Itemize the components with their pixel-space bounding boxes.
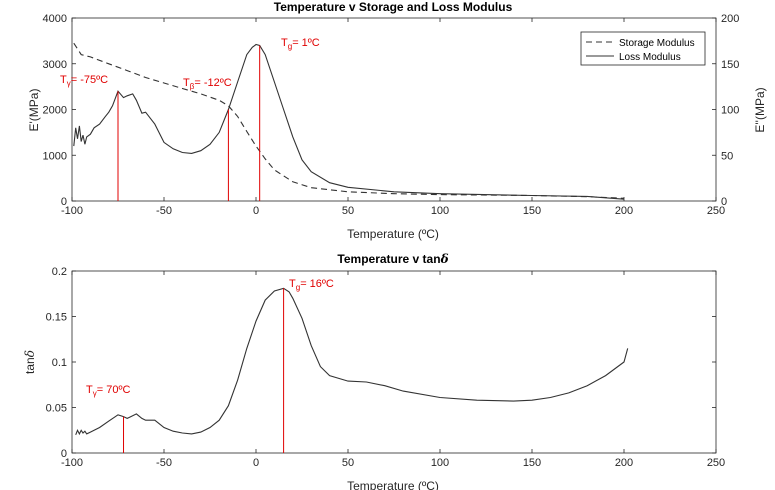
tan-delta-curve-0-line xyxy=(75,287,629,436)
modulus-x-tick-label: 200 xyxy=(615,205,633,217)
tan-delta-transition-label: Tg= 16ºC xyxy=(289,278,334,292)
modulus-y2-tick-label: 50 xyxy=(721,150,733,162)
tan-delta-x-axis-label: Temperature (ºC) xyxy=(347,479,439,490)
modulus-x-tick-label: 250 xyxy=(707,205,725,217)
modulus-x-tick-label: 150 xyxy=(523,205,541,217)
modulus-y-tick-label: 0 xyxy=(61,196,67,208)
modulus-x-tick-label: 100 xyxy=(431,205,449,217)
tan-delta-y-axis-label-symbol: δ xyxy=(23,350,37,357)
tan-delta-chart-title: Temperature v tanδ xyxy=(337,252,448,266)
modulus-y-tick-label: 3000 xyxy=(43,59,67,71)
tan-delta-x-tick-label: 150 xyxy=(523,457,541,469)
modulus-y2-tick-label: 150 xyxy=(721,59,739,71)
legend-loss-modulus-label: Loss Modulus xyxy=(619,52,681,63)
modulus-x-axis-label: Temperature (ºC) xyxy=(347,227,439,241)
modulus-x-tick-label: 50 xyxy=(342,205,354,217)
modulus-y2-tick-label: 0 xyxy=(721,196,727,208)
tan-delta-x-tick-label: 50 xyxy=(342,457,354,469)
storage-modulus-y-axis-label: E'(MPa) xyxy=(27,89,41,132)
modulus-storage-modulus-line xyxy=(73,42,625,199)
modulus-chart-title: Temperature v Storage and Loss Modulus xyxy=(274,0,513,14)
tan-delta-y-tick-label: 0.15 xyxy=(46,312,67,324)
tan-delta-y-tick-label: 0.1 xyxy=(52,357,67,369)
modulus-x-tick-label: -50 xyxy=(156,205,172,217)
tan-delta-y-tick-label: 0.2 xyxy=(52,266,67,278)
tan-delta-transition-label: Tγ= 70ºC xyxy=(86,384,130,398)
modulus-transition-label: Tβ= -12ºC xyxy=(183,77,232,91)
tan-delta-y-tick-label: 0 xyxy=(61,448,67,460)
tan-delta-plot-area: -100 -50 0 50 100 150 200 250 0 0.05 0.1 0.15 0.2 Tγ=… xyxy=(46,266,726,469)
tan-delta-title-text: Temperature v tan xyxy=(337,252,440,266)
tan-delta-x-tick-label: -100 xyxy=(61,457,83,469)
modulus-y-tick-label: 4000 xyxy=(43,13,67,25)
tan-delta-y-axis-label-text: tan xyxy=(23,357,37,374)
tan-delta-x-tick-label: 0 xyxy=(253,457,259,469)
modulus-y-tick-label: 1000 xyxy=(43,150,67,162)
tan-delta-y-tick-label: 0.05 xyxy=(46,403,67,415)
legend: Storage Modulus Loss Modulus xyxy=(580,31,706,66)
modulus-y-tick-label: 2000 xyxy=(43,105,67,117)
tan-delta-title-symbol: δ xyxy=(440,252,449,266)
tan-delta-x-tick-label: 200 xyxy=(615,457,633,469)
tan-delta-y-axis-label: tanδ xyxy=(23,350,37,374)
modulus-x-tick-label: -100 xyxy=(61,205,83,217)
tan-delta-x-tick-label: -50 xyxy=(156,457,172,469)
tan-delta-x-tick-label: 100 xyxy=(431,457,449,469)
legend-box xyxy=(580,31,706,66)
modulus-y2-tick-label: 100 xyxy=(721,105,739,117)
modulus-y2-tick-label: 200 xyxy=(721,13,739,25)
tan-delta-chart: Temperature v tanδ -100 -50 0 50 100 150 200 25… xyxy=(23,252,725,490)
modulus-x-tick-label: 0 xyxy=(253,205,259,217)
loss-modulus-y-axis-label: E''(MPa) xyxy=(753,87,767,132)
legend-storage-modulus-label: Storage Modulus xyxy=(619,38,695,49)
modulus-loss-modulus-line xyxy=(73,43,625,200)
modulus-plot-area: -100 -50 0 50 100 150 200 250010002000300040000… xyxy=(43,13,740,217)
modulus-transition-label: Tγ= -75ºC xyxy=(60,74,108,88)
tan-delta-x-tick-label: 250 xyxy=(707,457,725,469)
modulus-chart: Temperature v Storage and Loss Modulus -… xyxy=(27,0,767,241)
modulus-transition-label: Tg= 1ºC xyxy=(281,37,320,51)
